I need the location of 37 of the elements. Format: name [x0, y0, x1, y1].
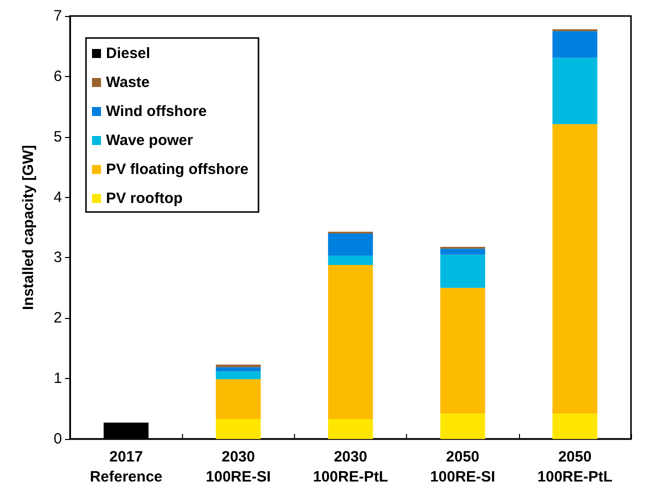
- bar: [328, 419, 373, 439]
- x-tick-label: 2030 100RE-SI: [206, 448, 271, 486]
- bar: [552, 31, 598, 58]
- legend-label: Diesel: [106, 45, 150, 62]
- bar: [440, 288, 486, 414]
- legend-label: Wave power: [106, 132, 194, 149]
- bar: [328, 264, 373, 420]
- x-tick-label: 2050 100RE-PtL: [537, 448, 612, 486]
- legend-label: Waste: [106, 74, 150, 91]
- bar: [440, 414, 486, 439]
- bar: [328, 234, 373, 256]
- y-tick-label: 0: [54, 430, 62, 448]
- y-tick-label: 2: [54, 310, 62, 327]
- x-tick-label: 2030 100RE-PtL: [312, 448, 388, 486]
- y-tick-label: 7: [54, 8, 62, 24]
- y-tick-label: 1: [54, 370, 62, 388]
- legend-label: Wind offshore: [106, 103, 207, 120]
- bar: [216, 367, 261, 372]
- y-tick-label: 3: [54, 249, 62, 266]
- x-tick-label: 2017 Reference: [90, 448, 162, 486]
- y-tick-label: 4: [54, 188, 62, 206]
- bar: [328, 256, 373, 265]
- bar: [440, 254, 486, 288]
- bar: [552, 58, 598, 124]
- bar: [216, 419, 261, 439]
- bar: [216, 371, 261, 380]
- bar: [552, 414, 598, 439]
- y-tick-label: 6: [54, 68, 62, 85]
- legend-label: PV floating offshore: [106, 161, 248, 178]
- x-tick-label: 2050 100RE-SI: [430, 448, 496, 486]
- bar: [552, 124, 598, 414]
- bar: [216, 364, 261, 368]
- bar: [440, 248, 486, 255]
- legend-label: PV rooftop: [106, 190, 183, 207]
- y-axis-title: Installed capacity [GW]: [20, 144, 37, 310]
- bar: [216, 379, 261, 420]
- y-tick-label: 5: [54, 128, 62, 146]
